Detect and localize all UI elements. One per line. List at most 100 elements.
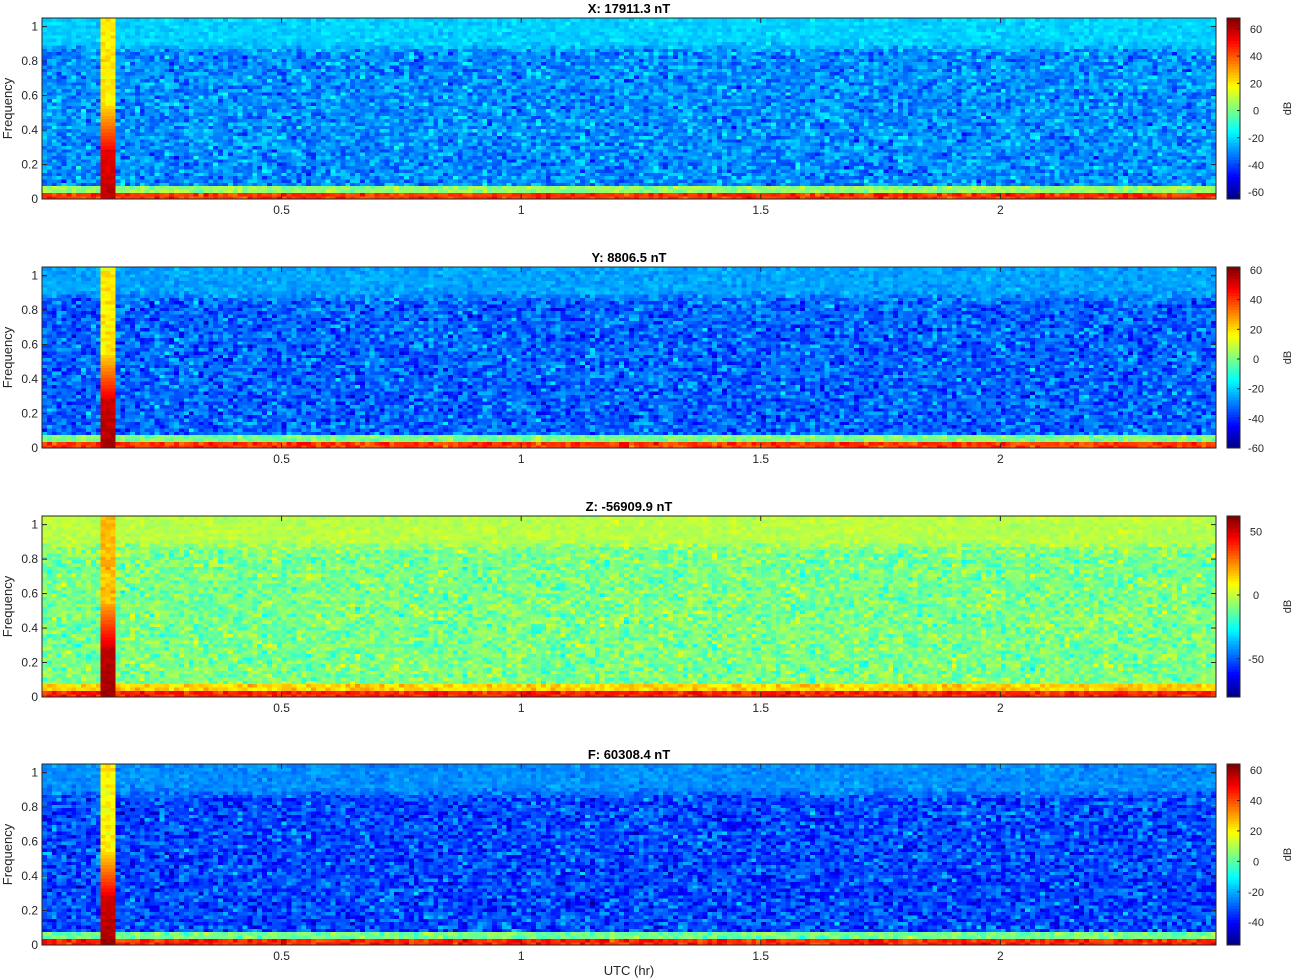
heatmap-cell: [267, 139, 272, 143]
heatmap-cell: [42, 192, 47, 196]
heatmap-cell: [262, 172, 267, 176]
heatmap-cell: [189, 48, 194, 52]
heatmap-cell: [150, 48, 155, 52]
heatmap-cell: [164, 18, 169, 22]
heatmap-cell: [120, 155, 125, 159]
heatmap-cell: [125, 139, 130, 143]
heatmap-cell: [47, 48, 52, 52]
heatmap-cell: [66, 82, 71, 86]
heatmap-cell: [257, 102, 262, 106]
heatmap-cell: [184, 119, 189, 123]
heatmap-cell: [159, 48, 164, 52]
heatmap-cell: [213, 28, 218, 32]
heatmap-cell: [140, 18, 145, 22]
heatmap-cell: [277, 82, 282, 86]
heatmap-cell: [125, 65, 130, 69]
heatmap-cell: [76, 28, 81, 32]
heatmap-cell: [272, 119, 277, 123]
heatmap-cell: [106, 155, 111, 159]
heatmap-cell: [257, 28, 262, 32]
heatmap-cell: [252, 172, 257, 176]
heatmap-cell: [189, 192, 194, 196]
heatmap-cell: [106, 82, 111, 86]
heatmap-cell: [135, 28, 140, 32]
heatmap-cell: [208, 139, 213, 143]
heatmap-cell: [135, 65, 140, 69]
heatmap-cell: [145, 139, 150, 143]
heatmap-cell: [101, 139, 106, 143]
heatmap-cell: [208, 102, 213, 106]
heatmap-cell: [57, 18, 62, 22]
heatmap-cell: [81, 82, 86, 86]
heatmap-cell: [155, 172, 160, 176]
heatmap-cell: [169, 28, 174, 32]
heatmap-cell: [115, 48, 120, 52]
heatmap-cell: [272, 192, 277, 196]
heatmap-cell: [184, 172, 189, 176]
heatmap-cell: [42, 172, 47, 176]
heatmap-cell: [213, 65, 218, 69]
heatmap-cell: [150, 28, 155, 32]
heatmap-cell: [267, 18, 272, 22]
heatmap-cell: [130, 155, 135, 159]
heatmap-cell: [71, 172, 76, 176]
heatmap-cell: [233, 28, 238, 32]
heatmap-cell: [233, 139, 238, 143]
heatmap-cell: [282, 192, 287, 196]
heatmap-cell: [179, 119, 184, 123]
heatmap-cell: [101, 65, 106, 69]
heatmap-cell: [213, 119, 218, 123]
heatmap-cell: [86, 82, 91, 86]
heatmap-cell: [164, 172, 169, 176]
heatmap-cell: [203, 192, 208, 196]
heatmap-cell: [62, 172, 67, 176]
heatmap-cell: [257, 119, 262, 123]
heatmap-cell: [81, 155, 86, 159]
heatmap-cell: [238, 18, 243, 22]
heatmap-cell: [238, 192, 243, 196]
heatmap-cell: [81, 65, 86, 69]
heatmap-cell: [47, 82, 52, 86]
heatmap-cell: [52, 65, 57, 69]
heatmap-cell: [174, 65, 179, 69]
heatmap-cell: [86, 119, 91, 123]
heatmap-cell: [208, 48, 213, 52]
heatmap-cell: [42, 102, 47, 106]
heatmap-cell: [66, 102, 71, 106]
heatmap-cell: [218, 65, 223, 69]
heatmap-cell: [223, 28, 228, 32]
heatmap-cell: [106, 139, 111, 143]
heatmap-cell: [218, 82, 223, 86]
heatmap-cell: [135, 172, 140, 176]
heatmap-cell: [272, 82, 277, 86]
heatmap-cell: [76, 18, 81, 22]
heatmap-cell: [71, 48, 76, 52]
heatmap-cell: [120, 65, 125, 69]
heatmap-cell: [243, 48, 248, 52]
heatmap-cell: [267, 102, 272, 106]
heatmap-cell: [140, 119, 145, 123]
heatmap-cell: [199, 18, 204, 22]
heatmap-cell: [282, 155, 287, 159]
heatmap-cell: [140, 172, 145, 176]
heatmap-cell: [140, 48, 145, 52]
heatmap-cell: [106, 119, 111, 123]
heatmap-cell: [155, 119, 160, 123]
heatmap-cell: [267, 155, 272, 159]
heatmap-cell: [125, 102, 130, 106]
heatmap-cell: [228, 18, 233, 22]
heatmap-cell: [91, 155, 96, 159]
heatmap-cell: [66, 119, 71, 123]
heatmap-cell: [218, 28, 223, 32]
heatmap-cell: [164, 48, 169, 52]
heatmap-cell: [110, 192, 115, 196]
heatmap-cell: [213, 82, 218, 86]
heatmap-cell: [62, 192, 67, 196]
heatmap-cell: [184, 102, 189, 106]
heatmap-cell: [125, 18, 130, 22]
heatmap-cell: [66, 18, 71, 22]
heatmap-cell: [213, 102, 218, 106]
heatmap-cell: [135, 139, 140, 143]
heatmap-cell: [110, 119, 115, 123]
heatmap-cell: [145, 192, 150, 196]
